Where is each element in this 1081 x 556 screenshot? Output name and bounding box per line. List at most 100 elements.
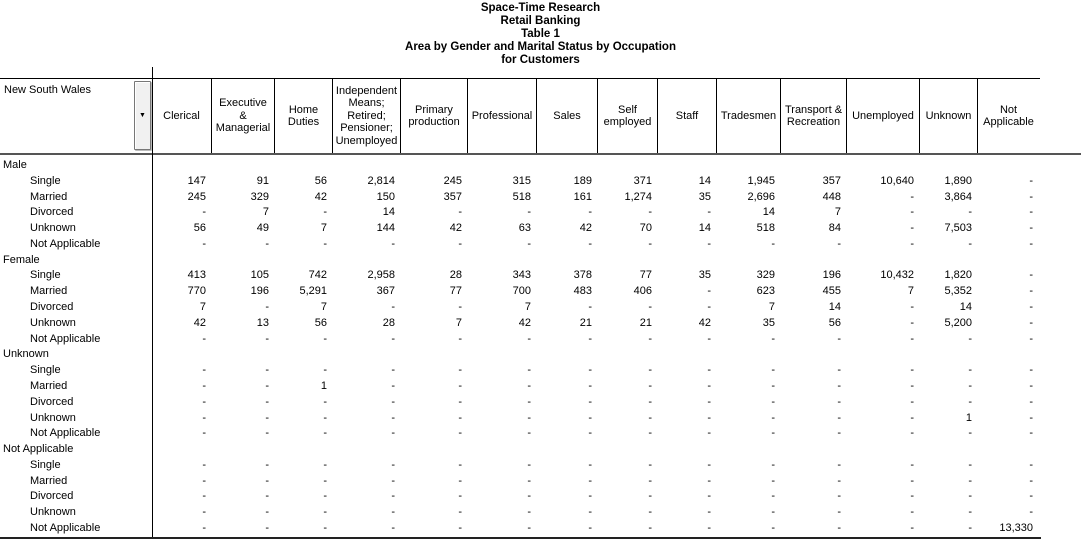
value-cell: - <box>527 364 531 377</box>
title-line-database: Retail Banking <box>500 15 581 27</box>
value-cell: - <box>588 379 592 392</box>
value-cell: - <box>202 332 206 345</box>
value-cell: - <box>771 411 775 424</box>
value-cell: 13,330 <box>999 521 1033 534</box>
value-cell: - <box>588 521 592 534</box>
value-cell: - <box>323 395 327 408</box>
value-cell: - <box>391 379 395 392</box>
value-cell: 28 <box>382 316 395 329</box>
value-cell: 77 <box>639 269 652 282</box>
value-cell: 7 <box>320 301 327 314</box>
value-cell: 42 <box>314 190 327 203</box>
value-cell: 1 <box>965 411 972 424</box>
value-cell: 518 <box>512 190 531 203</box>
value-cell: 371 <box>633 174 652 187</box>
value-cell: - <box>837 395 841 408</box>
value-cell: - <box>458 474 462 487</box>
value-cell: - <box>323 474 327 487</box>
value-cell: 70 <box>639 222 652 235</box>
value-cell: - <box>837 427 841 440</box>
value-cell: 42 <box>193 316 206 329</box>
table-row: Married - - - - - - - - - - - - - - <box>0 474 1081 490</box>
value-cell: - <box>910 427 914 440</box>
value-cell: 56 <box>314 316 327 329</box>
value-cell: 77 <box>449 285 462 298</box>
column-header: Unknown <box>920 79 978 153</box>
value-cell: 10,432 <box>880 269 914 282</box>
value-cell: 7,503 <box>944 222 972 235</box>
value-cell: - <box>648 427 652 440</box>
value-cell: - <box>707 490 711 503</box>
value-cell: - <box>1029 458 1033 471</box>
value-cell: 413 <box>187 269 206 282</box>
value-cell: - <box>588 427 592 440</box>
value-cell: - <box>323 521 327 534</box>
table-row: Single - - - - - - - - - - - - - - <box>0 363 1081 379</box>
title-line-table-number: Table 1 <box>521 28 560 40</box>
value-cell: 357 <box>443 190 462 203</box>
area-header-cell: New South Wales ▼ <box>0 79 152 153</box>
value-cell: 35 <box>698 269 711 282</box>
value-cell: - <box>707 458 711 471</box>
value-cell: 84 <box>828 222 841 235</box>
value-cell: - <box>391 458 395 471</box>
value-cell: - <box>527 474 531 487</box>
value-cell: - <box>588 490 592 503</box>
value-cell: 7 <box>768 301 775 314</box>
value-cell: 483 <box>573 285 592 298</box>
row-label: Single <box>30 269 61 282</box>
value-cell: - <box>910 379 914 392</box>
column-header: Tradesmen <box>717 79 781 153</box>
value-cell: - <box>968 490 972 503</box>
column-header: Executive & Managerial <box>212 79 275 153</box>
value-cell: - <box>648 237 652 250</box>
value-cell: - <box>837 237 841 250</box>
value-cell: 49 <box>256 222 269 235</box>
value-cell: 42 <box>579 222 592 235</box>
column-header: Not Applicable <box>983 103 1034 129</box>
value-cell: - <box>265 458 269 471</box>
title-line-population: for Customers <box>501 54 580 66</box>
value-cell: - <box>771 474 775 487</box>
value-cell: - <box>837 364 841 377</box>
table-row: Not Applicable - - - - - - - - - - - - - - <box>0 332 1081 348</box>
group-label: Not Applicable <box>3 443 74 456</box>
value-cell: 1,820 <box>944 269 972 282</box>
value-cell: - <box>588 364 592 377</box>
value-cell: - <box>837 506 841 519</box>
column-header: Clerical <box>152 79 212 153</box>
value-cell: - <box>323 411 327 424</box>
value-cell: 329 <box>250 190 269 203</box>
value-cell: 700 <box>512 285 531 298</box>
value-cell: - <box>648 490 652 503</box>
value-cell: - <box>837 458 841 471</box>
value-cell: - <box>910 316 914 329</box>
value-cell: - <box>771 379 775 392</box>
value-cell: - <box>265 395 269 408</box>
value-cell: - <box>323 458 327 471</box>
value-cell: - <box>837 474 841 487</box>
value-cell: - <box>771 364 775 377</box>
chevron-down-icon: ▼ <box>139 112 146 119</box>
value-cell: - <box>910 490 914 503</box>
area-dropdown-button[interactable]: ▼ <box>134 81 151 150</box>
title-line-table-description: Area by Gender and Marital Status by Occ… <box>405 41 676 53</box>
value-cell: - <box>707 506 711 519</box>
value-cell: - <box>323 364 327 377</box>
row-label: Unknown <box>30 411 76 424</box>
value-cell: - <box>1029 364 1033 377</box>
value-cell: - <box>323 206 327 219</box>
value-cell: 1 <box>320 379 327 392</box>
value-cell: 28 <box>449 269 462 282</box>
row-label: Single <box>30 364 61 377</box>
value-cell: - <box>707 379 711 392</box>
value-cell: 448 <box>822 190 841 203</box>
column-header: Home Duties <box>275 79 333 153</box>
value-cell: 2,696 <box>747 190 775 203</box>
group-label: Unknown <box>3 348 49 361</box>
table-row: Not Applicable - - - - - - - - - - - - - - <box>0 237 1081 253</box>
value-cell: 7 <box>262 206 269 219</box>
value-cell: - <box>707 427 711 440</box>
value-cell: - <box>202 379 206 392</box>
value-cell: - <box>202 490 206 503</box>
